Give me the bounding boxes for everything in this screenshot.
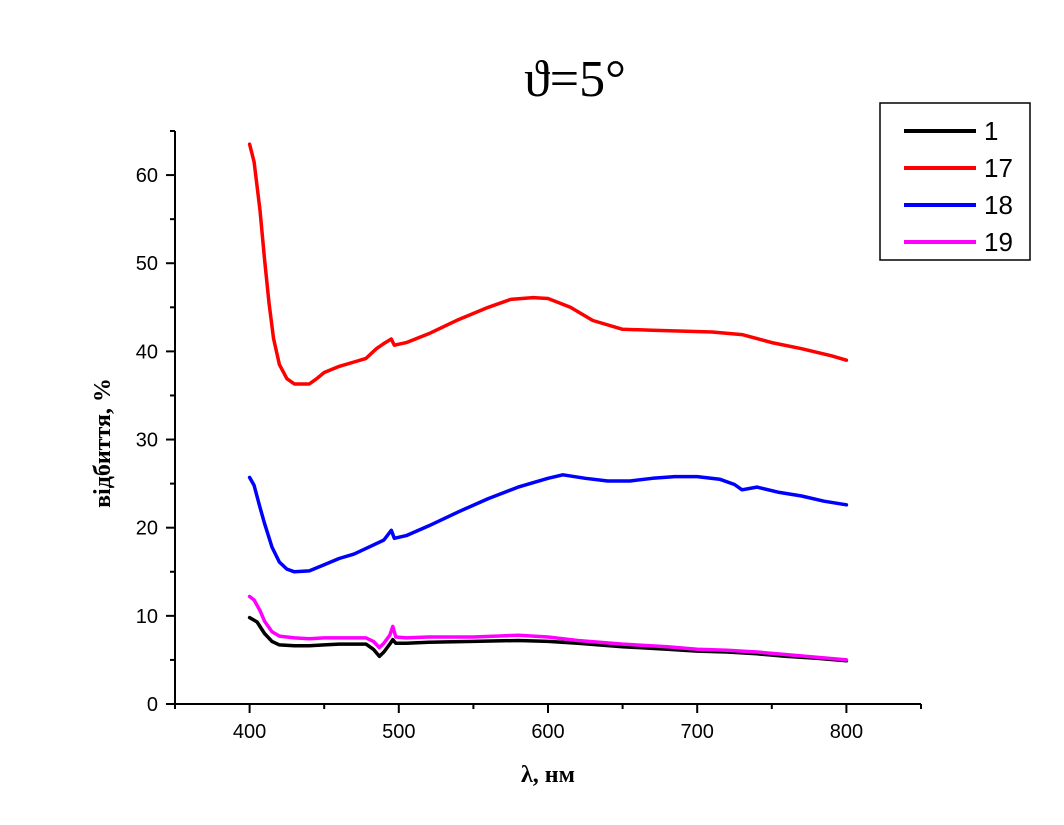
x-tick-label: 400: [233, 721, 266, 743]
legend-label-1: 1: [984, 116, 998, 146]
y-tick-label: 30: [136, 430, 158, 452]
x-axis-ticks: 400 500 600 700 800: [174, 704, 922, 743]
series-line-1: [247, 615, 849, 663]
x-tick-label: 800: [830, 721, 863, 743]
chart-title: ϑ=5°: [524, 51, 626, 108]
legend: 1 17 18 19: [879, 102, 1031, 261]
y-axis-label: відбиття, %: [90, 378, 116, 508]
series-line-18: [247, 473, 849, 574]
y-tick-label: 10: [136, 606, 158, 628]
series-line-19: [247, 594, 849, 662]
y-tick-label: 50: [136, 253, 158, 275]
y-tick-label: 40: [136, 341, 158, 363]
y-tick-label: 0: [147, 694, 158, 716]
plot-area: 0 10 20 30 40 50 60 400 500 600 700 800: [136, 130, 922, 743]
x-tick-label: 600: [531, 721, 564, 743]
y-axis-ticks: 0 10 20 30 40 50 60: [136, 130, 175, 716]
series-line-17: [247, 142, 849, 386]
series-lines: [247, 142, 849, 663]
y-tick-label: 60: [136, 165, 158, 187]
x-tick-label: 700: [681, 721, 714, 743]
legend-label-18: 18: [984, 190, 1013, 220]
legend-label-17: 17: [984, 153, 1013, 183]
x-tick-label: 500: [382, 721, 415, 743]
x-axis-label: λ, нм: [521, 762, 575, 788]
legend-label-19: 19: [984, 227, 1013, 257]
y-tick-label: 20: [136, 518, 158, 540]
